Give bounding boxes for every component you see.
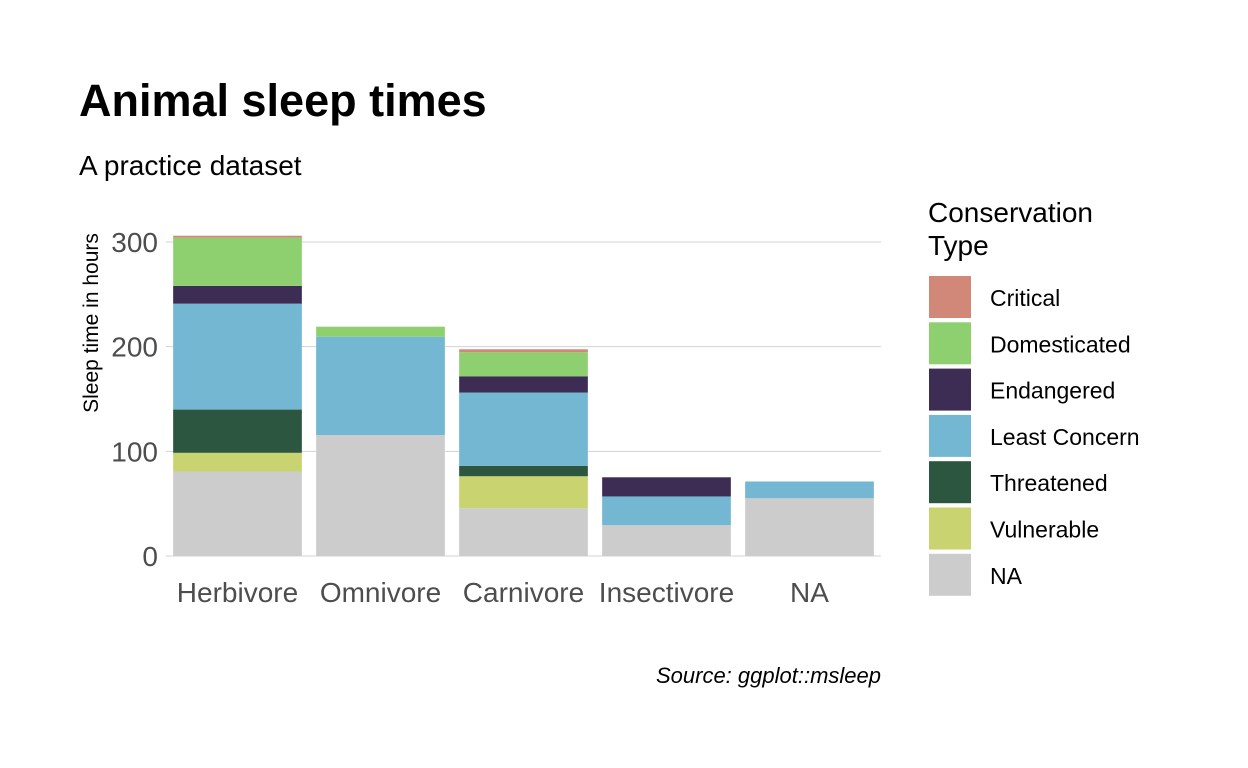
legend-swatch-na [929, 553, 971, 596]
bar-segment-carnivore-na [459, 508, 588, 556]
x-tick-label: Herbivore [177, 577, 298, 608]
bar-segment-herbivore-threatened [173, 409, 302, 453]
x-tick-label: NA [790, 577, 829, 608]
x-axis-ticks: Herbivore Omnivore Carnivore Insectivore NA [177, 577, 829, 608]
y-axis-ticks: 0 100 200 300 [111, 227, 158, 572]
bar-segment-carnivore-vulnerable [459, 476, 588, 509]
legend-label: Vulnerable [990, 517, 1099, 543]
legend-title-line-1: Conservation [928, 197, 1093, 228]
bar-segment-na-least-concern [745, 481, 874, 499]
bar-segment-carnivore-threatened [459, 465, 588, 477]
legend-label: NA [990, 563, 1023, 589]
bar-segment-herbivore-endangered [173, 285, 302, 304]
x-tick-label: Omnivore [320, 577, 441, 608]
y-tick-label: 300 [111, 227, 158, 258]
bar-segment-carnivore-critical [459, 349, 588, 353]
legend-swatch-least-concern [929, 414, 971, 457]
bar-segment-herbivore-vulnerable [173, 452, 302, 472]
y-axis-label: Sleep time in hours [80, 233, 103, 413]
x-tick-label: Insectivore [599, 577, 734, 608]
bar-segment-omnivore-least-concern [316, 336, 445, 436]
legend-swatch-domesticated [929, 322, 971, 365]
bar-segment-na-na [745, 498, 874, 556]
bar-segment-carnivore-least-concern [459, 392, 588, 466]
legend-label: Threatened [990, 470, 1108, 496]
legend-swatch-vulnerable [929, 507, 971, 550]
y-tick-label: 200 [111, 332, 158, 363]
legend-title-line-2: Type [928, 230, 989, 261]
y-tick-label: 0 [142, 541, 158, 572]
bar-segment-insectivore-na [602, 525, 731, 556]
bar-segment-omnivore-domesticated [316, 326, 445, 337]
legend-label: Domesticated [990, 331, 1131, 357]
chart-title: Animal sleep times [79, 75, 487, 126]
bars [173, 235, 874, 556]
legend-items: Critical Domesticated Endangered Least Conc… [929, 276, 1140, 596]
legend-swatch-endangered [929, 368, 971, 411]
bar-segment-herbivore-critical [173, 235, 302, 238]
legend-label: Least Concern [990, 424, 1140, 450]
legend-swatch-critical [929, 276, 971, 318]
bar-segment-carnivore-domesticated [459, 352, 588, 377]
bar-segment-insectivore-endangered [602, 477, 731, 497]
y-tick-label: 100 [111, 436, 158, 467]
legend-label: Endangered [990, 378, 1115, 404]
bar-segment-carnivore-endangered [459, 376, 588, 393]
bar-segment-herbivore-least-concern [173, 303, 302, 410]
x-tick-label: Carnivore [463, 577, 584, 608]
legend-label: Critical [990, 285, 1060, 311]
bar-segment-insectivore-least-concern [602, 496, 731, 526]
bar-segment-herbivore-domesticated [173, 237, 302, 286]
chart-caption: Source: ggplot::msleep [656, 663, 881, 688]
legend-swatch-threatened [929, 461, 971, 504]
bar-segment-omnivore-na [316, 435, 445, 556]
legend: Conservation Type Critical Domesticated En… [928, 197, 1140, 596]
bar-segment-herbivore-na [173, 471, 302, 556]
chart-subtitle: A practice dataset [79, 150, 302, 181]
